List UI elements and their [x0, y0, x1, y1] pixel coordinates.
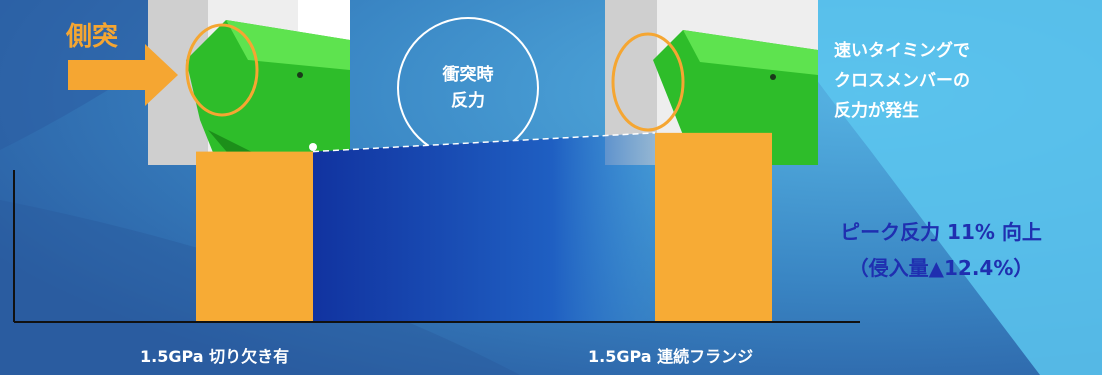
impact-arrow-icon [68, 44, 178, 106]
bar-continuous-flange [655, 132, 772, 322]
reaction-ring-line-2: 反力 [451, 91, 485, 111]
highlight-circle-right [611, 32, 685, 132]
peak-reaction-line-1: ピーク反力 11% 向上 [840, 220, 1042, 244]
reaction-ring-line-1: 衝突時 [442, 65, 494, 85]
peak-reaction-callout: ピーク反力 11% 向上 （侵入量▲12.4%） [780, 214, 1102, 286]
highlight-circle-left [185, 23, 259, 117]
timing-note-line-2: クロスメンバーの [834, 71, 970, 91]
impact-label: 側突 [66, 22, 119, 52]
category-label-continuous-flange: 1.5GPa 連続フランジ [588, 347, 754, 366]
category-label-cut-flange: 1.5GPa 切り欠き有 [140, 347, 290, 366]
peak-reaction-line-2: （侵入量▲12.4%） [848, 256, 1034, 280]
timing-note-line-3: 反力が発生 [834, 101, 919, 121]
reaction-ring-label: 衝突時 反力 [397, 62, 539, 114]
timing-note: 速いタイミングで クロスメンバーの 反力が発生 [834, 36, 970, 126]
increase-wedge [313, 132, 655, 322]
increase-dashed-line [312, 132, 656, 153]
timing-note-line-1: 速いタイミングで [834, 41, 970, 61]
bar-cut-flange [196, 151, 313, 322]
